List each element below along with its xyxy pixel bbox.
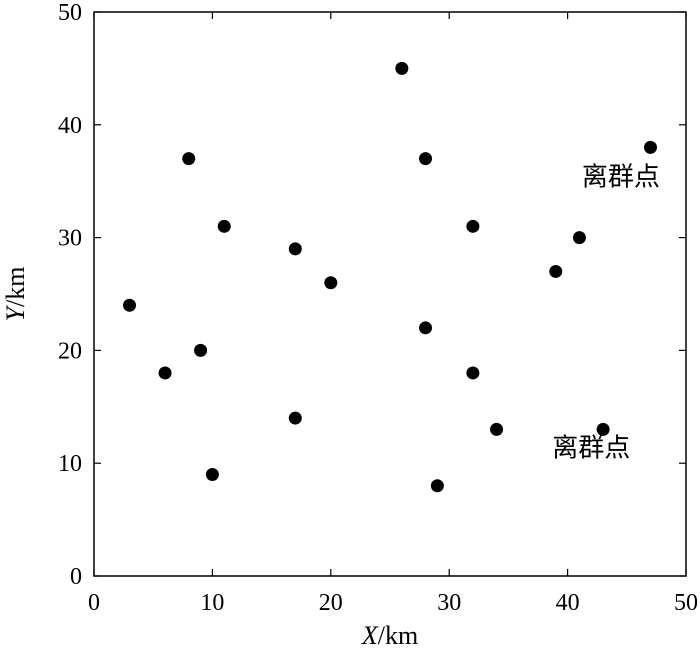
data-point: [490, 422, 504, 436]
data-point: [596, 422, 610, 436]
data-point: [158, 366, 172, 380]
y-axis-label: Y/km: [1, 267, 30, 322]
data-point: [419, 321, 433, 335]
data-point: [288, 242, 302, 256]
x-axis-label: X/km: [361, 621, 418, 650]
y-ticks: 0 10 20 30 40 50: [58, 0, 686, 590]
y-tick-label: 40: [58, 113, 82, 139]
data-point: [430, 479, 444, 493]
y-tick-label: 0: [70, 564, 82, 590]
data-point: [419, 152, 433, 166]
x-ticks: 0 10 20 30 40 50: [88, 12, 698, 616]
data-point: [288, 411, 302, 425]
data-point: [549, 264, 563, 278]
data-points: [123, 61, 657, 493]
x-tick-label: 40: [556, 590, 580, 616]
data-point: [182, 152, 196, 166]
data-point: [395, 61, 409, 75]
x-tick-label: 0: [88, 590, 100, 616]
data-point: [324, 276, 338, 290]
data-point: [194, 343, 208, 357]
outlier-annotation: 离群点: [582, 163, 660, 193]
x-axis-var: X: [361, 621, 379, 650]
x-tick-label: 50: [674, 590, 698, 616]
y-tick-label: 30: [58, 226, 82, 252]
y-tick-label: 20: [58, 338, 82, 364]
x-tick-label: 10: [200, 590, 224, 616]
data-point: [466, 366, 480, 380]
data-point: [643, 140, 657, 154]
x-axis-unit: /km: [378, 621, 418, 650]
plot-area: [93, 11, 687, 577]
y-axis-unit: /km: [1, 267, 30, 307]
outlier-annotation: 离群点: [552, 433, 630, 463]
data-point: [572, 231, 586, 245]
x-tick-label: 30: [437, 590, 461, 616]
x-tick-label: 20: [319, 590, 343, 616]
y-tick-label: 10: [58, 451, 82, 477]
data-point: [123, 298, 137, 312]
data-point: [205, 467, 219, 481]
data-point: [466, 219, 480, 233]
y-tick-label: 50: [58, 0, 82, 26]
y-axis-var: Y: [1, 304, 30, 321]
data-point: [217, 219, 231, 233]
